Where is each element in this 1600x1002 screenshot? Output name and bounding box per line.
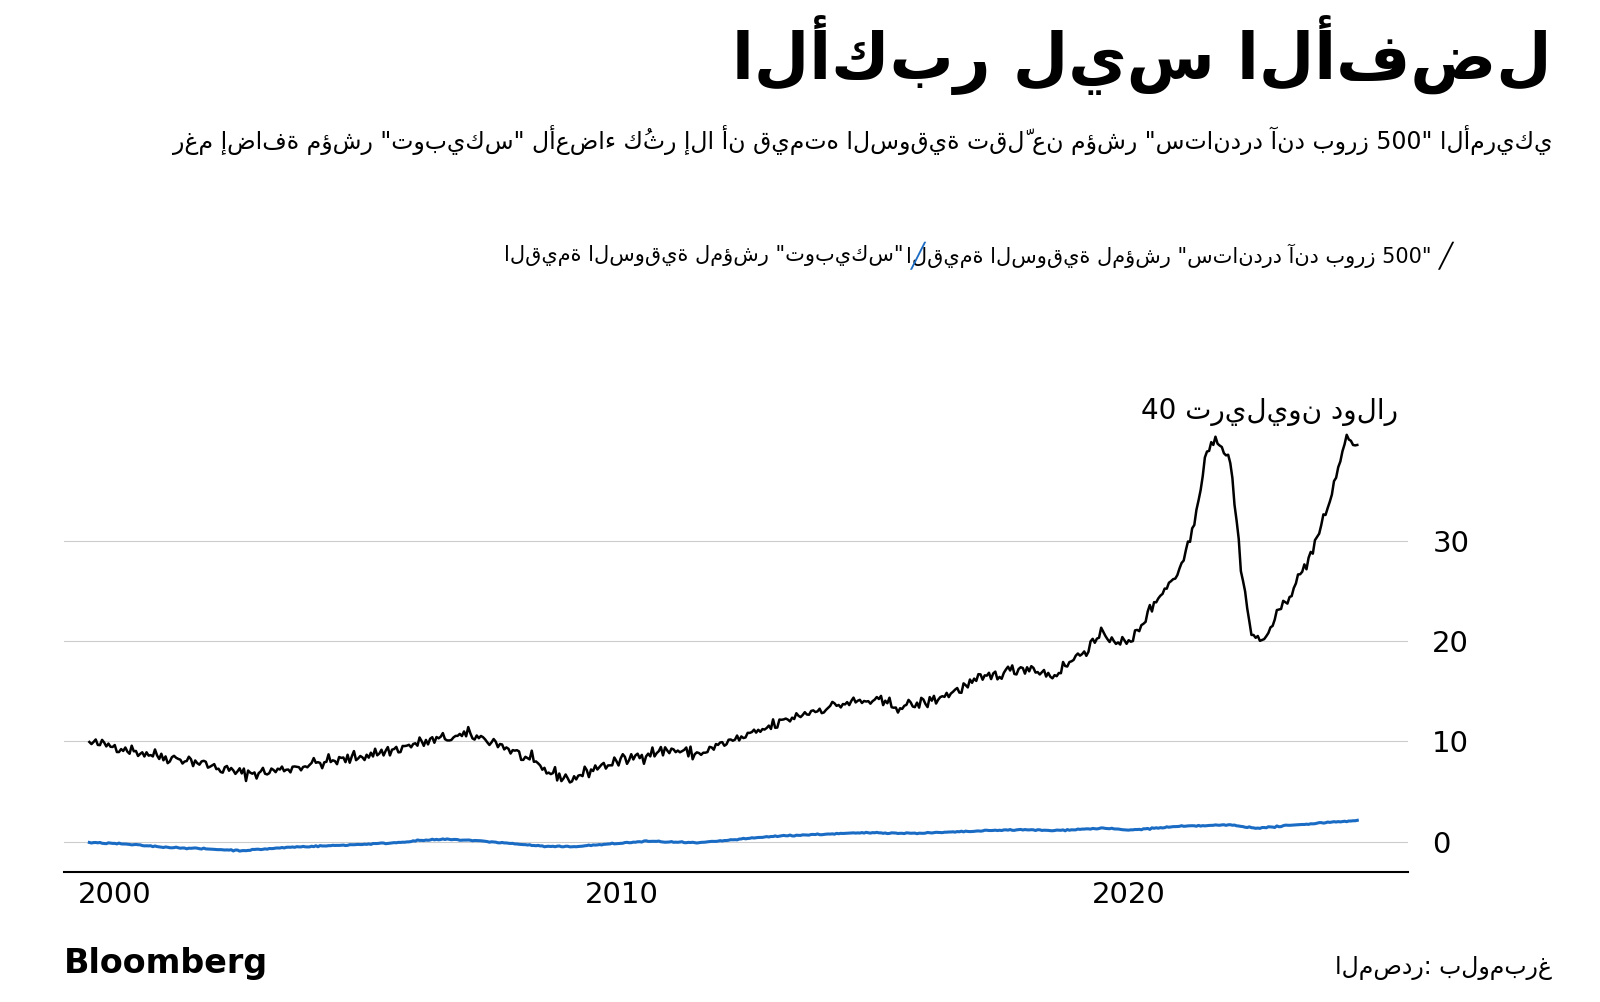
Text: القيمة السوقية لمؤشر "ستاندرد آند بورز 500": القيمة السوقية لمؤشر "ستاندرد آند بورز 5… xyxy=(907,243,1432,268)
Text: الأكبر ليس الأفضل: الأكبر ليس الأفضل xyxy=(733,15,1552,95)
Text: ╱: ╱ xyxy=(910,241,925,270)
Text: المصدر: بلومبرغ: المصدر: بلومبرغ xyxy=(1334,956,1552,980)
Text: القيمة السوقية لمؤشر "توبيكس": القيمة السوقية لمؤشر "توبيكس" xyxy=(504,245,904,266)
Text: Bloomberg: Bloomberg xyxy=(64,947,269,980)
Text: ╱: ╱ xyxy=(1438,241,1453,270)
Text: 40 تريليون دولار: 40 تريليون دولار xyxy=(1141,398,1398,426)
Text: رغم إضافة مؤشر "توبيكس" لأعضاء كُثر إلا أن قيمته السوقية تقلّ عن مؤشر "ستاندرد آ: رغم إضافة مؤشر "توبيكس" لأعضاء كُثر إلا … xyxy=(173,125,1552,155)
